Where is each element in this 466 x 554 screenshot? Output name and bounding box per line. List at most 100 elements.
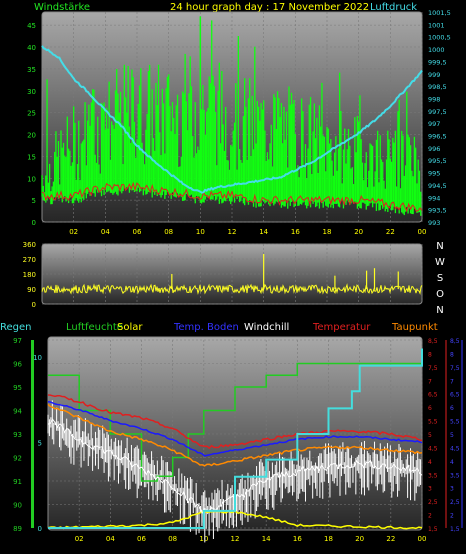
humidity-y-axis: 89 90 91 92 93 94 95 96 97 bbox=[13, 337, 22, 533]
wind-y-tick: 30 bbox=[27, 88, 36, 96]
temperature-y-tick: 8,5 bbox=[428, 338, 438, 345]
wind-x-axis: 02 04 06 08 10 12 14 16 18 20 22 00 bbox=[69, 228, 426, 236]
wind-y-tick: 45 bbox=[27, 22, 36, 30]
soil-temp-y-tick: 7,5 bbox=[450, 365, 460, 372]
temperature-y-tick: 6,5 bbox=[428, 392, 438, 399]
panel3-legend: Regen Luftfeuchte Solar Temp. Boden Wind… bbox=[0, 322, 438, 333]
temperature-y-tick: 6 bbox=[428, 405, 432, 412]
humidity-y-tick: 97 bbox=[13, 337, 22, 345]
wind-y-tick: 0 bbox=[32, 219, 36, 227]
compass-label: N bbox=[436, 241, 443, 252]
humidity-axis-bar bbox=[31, 340, 34, 528]
wind-y-axis: 0 5 10 15 20 25 30 35 40 45 bbox=[27, 22, 36, 227]
dewpoint-series-line bbox=[47, 403, 423, 467]
legend-solar: Solar bbox=[117, 322, 143, 333]
soil-temp-y-tick: 8,5 bbox=[450, 338, 460, 345]
soil-temp-y-tick: 6 bbox=[450, 405, 454, 412]
humidity-y-tick: 93 bbox=[13, 431, 22, 439]
pressure-y-tick: 1000,5 bbox=[428, 34, 451, 42]
temperature-x-tick: 06 bbox=[137, 535, 146, 543]
soil-temp-y-tick: 6,5 bbox=[450, 392, 460, 399]
pressure-y-tick: 994 bbox=[428, 194, 440, 202]
soil-temp-series-line bbox=[47, 401, 423, 457]
wind-x-tick: 16 bbox=[291, 228, 300, 236]
humidity-y-tick: 92 bbox=[13, 455, 22, 463]
soil-temp-y-tick: 5,5 bbox=[450, 419, 460, 426]
pressure-y-tick: 993,5 bbox=[428, 207, 447, 215]
pressure-y-axis: 993 993,5 994 994,5 995 995,5 996 996,5 997 997,5… bbox=[428, 9, 451, 227]
compass-label: N bbox=[436, 305, 443, 316]
temperature-y-tick: 1,5 bbox=[428, 526, 438, 533]
soil-temp-y-tick: 2 bbox=[450, 513, 454, 520]
pressure-series-line bbox=[41, 45, 423, 194]
temperature-x-tick: 18 bbox=[324, 535, 333, 543]
soil-temp-y-axis: 1,5 2 2,5 3 3,5 4 4,5 5 5,5 6 6,5 7 7,5 8 8,5 bbox=[450, 338, 463, 533]
temperature-y-tick: 5 bbox=[428, 432, 432, 439]
pressure-y-tick: 1000 bbox=[428, 46, 445, 54]
temperature-y-tick: 3 bbox=[428, 486, 432, 493]
temperature-y-tick: 7 bbox=[428, 378, 432, 385]
wind-x-tick: 06 bbox=[133, 228, 142, 236]
rain-y-tick: 0 bbox=[38, 525, 42, 533]
legend-soil: Temp. Boden bbox=[173, 322, 239, 333]
temperature-y-axis: 1,5 2 2,5 3 3,5 4 4,5 5 5,5 6 6,5 7 7,5 8 8,5 bbox=[428, 338, 447, 533]
temperature-x-tick: 20 bbox=[355, 535, 364, 543]
soil-temp-y-tick: 1,5 bbox=[450, 526, 460, 533]
legend-humidity: Luftfeuchte bbox=[66, 322, 123, 333]
direction-y-tick: 360 bbox=[23, 241, 36, 249]
chart-title: 24 hour graph day : 17 November 2022 bbox=[170, 2, 369, 13]
humidity-y-tick: 90 bbox=[13, 502, 22, 510]
pressure-axis-title: Luftdruck bbox=[370, 2, 417, 13]
temperature-y-tick: 3,5 bbox=[428, 472, 438, 479]
pressure-y-tick: 993 bbox=[428, 219, 440, 227]
rain-y-axis: 0 5 10 bbox=[33, 354, 42, 533]
direction-y-tick: 90 bbox=[27, 286, 36, 294]
direction-y-tick: 270 bbox=[23, 256, 36, 264]
temperature-y-tick: 8 bbox=[428, 351, 432, 358]
humidity-y-tick: 89 bbox=[13, 525, 22, 533]
temperature-y-tick: 4,5 bbox=[428, 445, 438, 452]
pressure-y-tick: 997,5 bbox=[428, 108, 447, 116]
temperature-x-tick: 14 bbox=[262, 535, 271, 543]
wind-direction-series-line bbox=[41, 283, 423, 295]
legend-temperature: Temperatur bbox=[312, 322, 371, 333]
legend-dewpoint: Taupunkt bbox=[391, 322, 438, 333]
direction-grid bbox=[42, 243, 423, 305]
pressure-y-tick: 997 bbox=[428, 120, 440, 128]
pressure-y-tick: 996,5 bbox=[428, 133, 447, 141]
pressure-y-tick: 998,5 bbox=[428, 83, 447, 91]
temperature-x-axis: 02 04 06 08 10 12 14 16 18 20 22 00 bbox=[75, 535, 427, 543]
wind-y-tick: 40 bbox=[27, 44, 36, 52]
legend-regen: Regen bbox=[0, 322, 32, 333]
wind-x-tick: 20 bbox=[354, 228, 363, 236]
temperature-x-tick: 08 bbox=[168, 535, 177, 543]
soil-temp-y-tick: 3 bbox=[450, 486, 454, 493]
wind-x-tick: 08 bbox=[164, 228, 173, 236]
temperature-x-tick: 04 bbox=[106, 535, 115, 543]
pressure-y-tick: 1001 bbox=[428, 21, 445, 29]
wind-x-tick: 22 bbox=[386, 228, 395, 236]
compass-label: O bbox=[436, 289, 444, 300]
wind-x-tick: 02 bbox=[69, 228, 78, 236]
temperature-x-tick: 12 bbox=[231, 535, 240, 543]
wind-low-series-line bbox=[41, 181, 423, 213]
wind-x-tick: 18 bbox=[323, 228, 332, 236]
soil-temp-y-tick: 4 bbox=[450, 459, 454, 466]
pressure-y-tick: 995 bbox=[428, 170, 440, 178]
pressure-y-tick: 999,5 bbox=[428, 58, 447, 66]
windchill-noise bbox=[47, 400, 422, 543]
humidity-y-tick: 91 bbox=[13, 478, 22, 486]
temperature-y-tick: 2 bbox=[428, 513, 432, 520]
humidity-y-tick: 94 bbox=[13, 408, 22, 416]
humidity-y-tick: 96 bbox=[13, 361, 22, 369]
wind-y-tick: 15 bbox=[27, 153, 36, 161]
pressure-y-tick: 999 bbox=[428, 71, 440, 79]
direction-y-tick: 0 bbox=[32, 301, 36, 309]
soil-temp-y-tick: 5 bbox=[450, 432, 454, 439]
soil-temp-y-tick: 8 bbox=[450, 351, 454, 358]
wind-y-tick: 25 bbox=[27, 110, 36, 118]
